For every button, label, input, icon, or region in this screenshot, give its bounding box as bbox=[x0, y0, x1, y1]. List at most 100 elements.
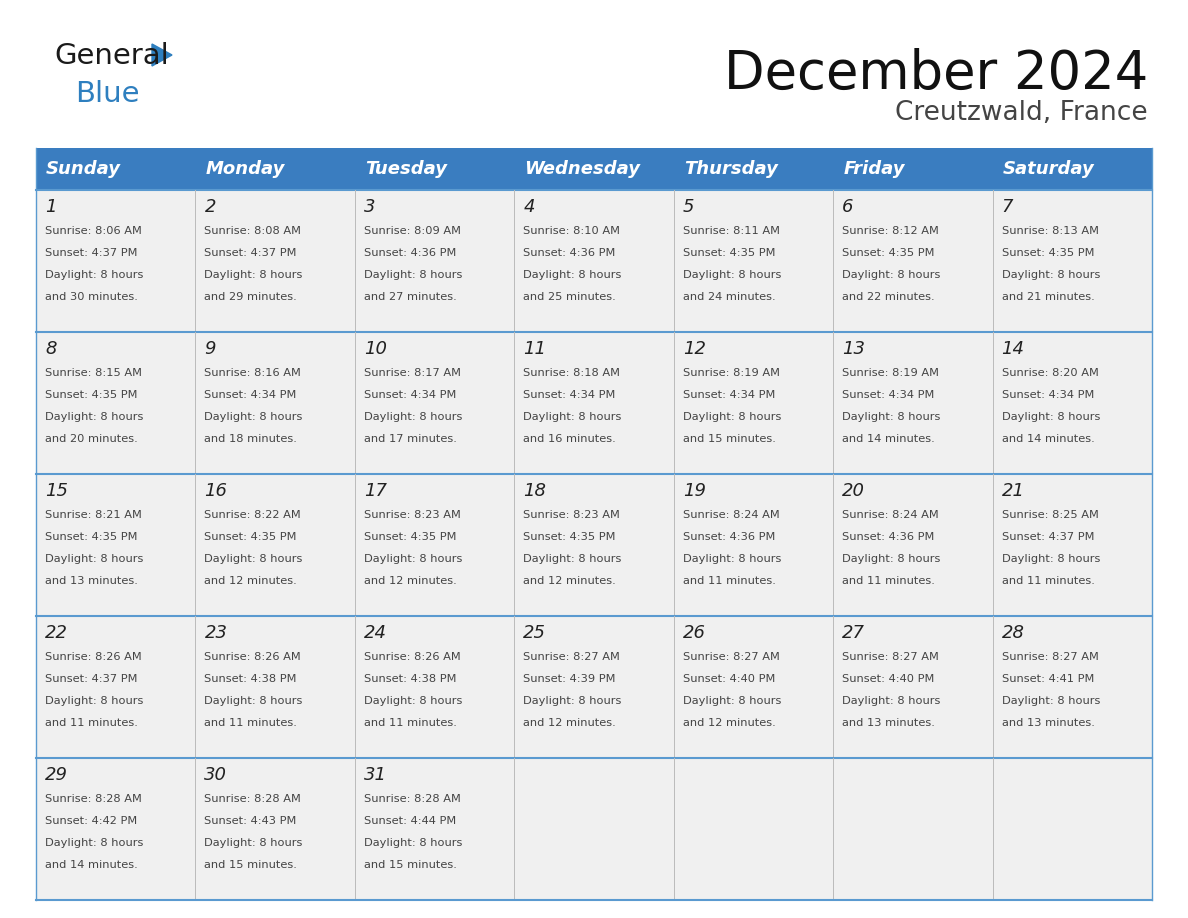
Bar bbox=[992, 758, 1152, 900]
Text: and 15 minutes.: and 15 minutes. bbox=[683, 434, 776, 444]
Text: and 22 minutes.: and 22 minutes. bbox=[842, 292, 935, 302]
Text: Sunset: 4:40 PM: Sunset: 4:40 PM bbox=[683, 674, 775, 684]
Text: Daylight: 8 hours: Daylight: 8 hours bbox=[45, 412, 144, 422]
Text: 20: 20 bbox=[842, 482, 865, 500]
Bar bbox=[674, 474, 833, 616]
Text: Thursday: Thursday bbox=[684, 160, 778, 178]
Text: 29: 29 bbox=[45, 766, 68, 784]
Text: and 14 minutes.: and 14 minutes. bbox=[45, 860, 138, 870]
Text: 28: 28 bbox=[1001, 624, 1024, 642]
Text: Sunrise: 8:27 AM: Sunrise: 8:27 AM bbox=[683, 652, 779, 662]
Text: Sunrise: 8:06 AM: Sunrise: 8:06 AM bbox=[45, 226, 141, 236]
Text: Sunset: 4:36 PM: Sunset: 4:36 PM bbox=[523, 248, 615, 258]
Text: 21: 21 bbox=[1001, 482, 1024, 500]
Text: Sunrise: 8:09 AM: Sunrise: 8:09 AM bbox=[364, 226, 461, 236]
Text: Sunrise: 8:20 AM: Sunrise: 8:20 AM bbox=[1001, 368, 1099, 378]
Text: Sunset: 4:41 PM: Sunset: 4:41 PM bbox=[1001, 674, 1094, 684]
Text: Saturday: Saturday bbox=[1003, 160, 1094, 178]
Text: Sunset: 4:35 PM: Sunset: 4:35 PM bbox=[45, 390, 138, 400]
Text: Sunrise: 8:25 AM: Sunrise: 8:25 AM bbox=[1001, 510, 1099, 520]
Text: Sunset: 4:35 PM: Sunset: 4:35 PM bbox=[1001, 248, 1094, 258]
Text: Daylight: 8 hours: Daylight: 8 hours bbox=[683, 412, 781, 422]
Text: Sunset: 4:35 PM: Sunset: 4:35 PM bbox=[683, 248, 776, 258]
Text: and 12 minutes.: and 12 minutes. bbox=[683, 718, 776, 728]
Bar bbox=[36, 616, 196, 758]
Polygon shape bbox=[152, 44, 172, 66]
Text: Sunrise: 8:19 AM: Sunrise: 8:19 AM bbox=[842, 368, 940, 378]
Text: Sunrise: 8:28 AM: Sunrise: 8:28 AM bbox=[45, 794, 141, 804]
Text: 3: 3 bbox=[364, 198, 375, 216]
Bar bbox=[196, 332, 355, 474]
Text: Sunrise: 8:18 AM: Sunrise: 8:18 AM bbox=[523, 368, 620, 378]
Bar bbox=[36, 332, 196, 474]
Text: Daylight: 8 hours: Daylight: 8 hours bbox=[204, 696, 303, 706]
Text: Sunset: 4:38 PM: Sunset: 4:38 PM bbox=[204, 674, 297, 684]
Text: 26: 26 bbox=[683, 624, 706, 642]
Bar bbox=[196, 616, 355, 758]
Text: Sunset: 4:37 PM: Sunset: 4:37 PM bbox=[45, 674, 138, 684]
Text: Sunrise: 8:24 AM: Sunrise: 8:24 AM bbox=[683, 510, 779, 520]
Text: and 14 minutes.: and 14 minutes. bbox=[842, 434, 935, 444]
Text: 19: 19 bbox=[683, 482, 706, 500]
Text: and 12 minutes.: and 12 minutes. bbox=[523, 576, 617, 586]
Bar bbox=[36, 190, 196, 332]
Text: Daylight: 8 hours: Daylight: 8 hours bbox=[364, 554, 462, 564]
Text: Daylight: 8 hours: Daylight: 8 hours bbox=[204, 838, 303, 848]
Bar bbox=[992, 332, 1152, 474]
Text: 30: 30 bbox=[204, 766, 227, 784]
Text: Daylight: 8 hours: Daylight: 8 hours bbox=[1001, 554, 1100, 564]
Text: Sunrise: 8:28 AM: Sunrise: 8:28 AM bbox=[364, 794, 461, 804]
Text: Daylight: 8 hours: Daylight: 8 hours bbox=[523, 554, 621, 564]
Bar bbox=[36, 474, 196, 616]
Text: Sunset: 4:36 PM: Sunset: 4:36 PM bbox=[842, 532, 935, 542]
Text: Sunrise: 8:16 AM: Sunrise: 8:16 AM bbox=[204, 368, 302, 378]
Text: Sunrise: 8:27 AM: Sunrise: 8:27 AM bbox=[842, 652, 939, 662]
Text: Daylight: 8 hours: Daylight: 8 hours bbox=[683, 270, 781, 280]
Text: 25: 25 bbox=[523, 624, 546, 642]
Text: and 12 minutes.: and 12 minutes. bbox=[204, 576, 297, 586]
Bar bbox=[355, 758, 514, 900]
Text: and 12 minutes.: and 12 minutes. bbox=[523, 718, 617, 728]
Text: Creutzwald, France: Creutzwald, France bbox=[896, 100, 1148, 126]
Text: Sunset: 4:35 PM: Sunset: 4:35 PM bbox=[364, 532, 456, 542]
Text: and 11 minutes.: and 11 minutes. bbox=[683, 576, 776, 586]
Text: and 11 minutes.: and 11 minutes. bbox=[45, 718, 138, 728]
Text: and 11 minutes.: and 11 minutes. bbox=[842, 576, 935, 586]
Text: Daylight: 8 hours: Daylight: 8 hours bbox=[523, 696, 621, 706]
Text: Daylight: 8 hours: Daylight: 8 hours bbox=[1001, 696, 1100, 706]
Bar bbox=[355, 474, 514, 616]
Text: Sunrise: 8:08 AM: Sunrise: 8:08 AM bbox=[204, 226, 302, 236]
Text: Sunset: 4:37 PM: Sunset: 4:37 PM bbox=[204, 248, 297, 258]
Text: Sunrise: 8:28 AM: Sunrise: 8:28 AM bbox=[204, 794, 302, 804]
Bar bbox=[514, 474, 674, 616]
Text: 12: 12 bbox=[683, 340, 706, 358]
Text: Daylight: 8 hours: Daylight: 8 hours bbox=[842, 696, 941, 706]
Text: and 24 minutes.: and 24 minutes. bbox=[683, 292, 776, 302]
Bar bbox=[36, 148, 1152, 190]
Text: 5: 5 bbox=[683, 198, 694, 216]
Bar bbox=[833, 758, 992, 900]
Text: Daylight: 8 hours: Daylight: 8 hours bbox=[1001, 412, 1100, 422]
Text: Daylight: 8 hours: Daylight: 8 hours bbox=[45, 696, 144, 706]
Text: and 11 minutes.: and 11 minutes. bbox=[204, 718, 297, 728]
Bar bbox=[36, 758, 196, 900]
Text: Daylight: 8 hours: Daylight: 8 hours bbox=[364, 696, 462, 706]
Bar bbox=[674, 190, 833, 332]
Text: 16: 16 bbox=[204, 482, 227, 500]
Text: Sunrise: 8:15 AM: Sunrise: 8:15 AM bbox=[45, 368, 143, 378]
Bar bbox=[196, 474, 355, 616]
Text: 8: 8 bbox=[45, 340, 57, 358]
Text: Sunset: 4:35 PM: Sunset: 4:35 PM bbox=[523, 532, 615, 542]
Text: Blue: Blue bbox=[75, 80, 139, 108]
Text: Friday: Friday bbox=[843, 160, 904, 178]
Text: and 13 minutes.: and 13 minutes. bbox=[842, 718, 935, 728]
Text: Daylight: 8 hours: Daylight: 8 hours bbox=[45, 554, 144, 564]
Text: Daylight: 8 hours: Daylight: 8 hours bbox=[523, 270, 621, 280]
Text: Daylight: 8 hours: Daylight: 8 hours bbox=[523, 412, 621, 422]
Text: Sunset: 4:35 PM: Sunset: 4:35 PM bbox=[45, 532, 138, 542]
Text: Sunset: 4:42 PM: Sunset: 4:42 PM bbox=[45, 816, 138, 826]
Text: Sunrise: 8:26 AM: Sunrise: 8:26 AM bbox=[204, 652, 302, 662]
Text: Sunrise: 8:17 AM: Sunrise: 8:17 AM bbox=[364, 368, 461, 378]
Text: Sunrise: 8:26 AM: Sunrise: 8:26 AM bbox=[364, 652, 461, 662]
Text: Daylight: 8 hours: Daylight: 8 hours bbox=[842, 270, 941, 280]
